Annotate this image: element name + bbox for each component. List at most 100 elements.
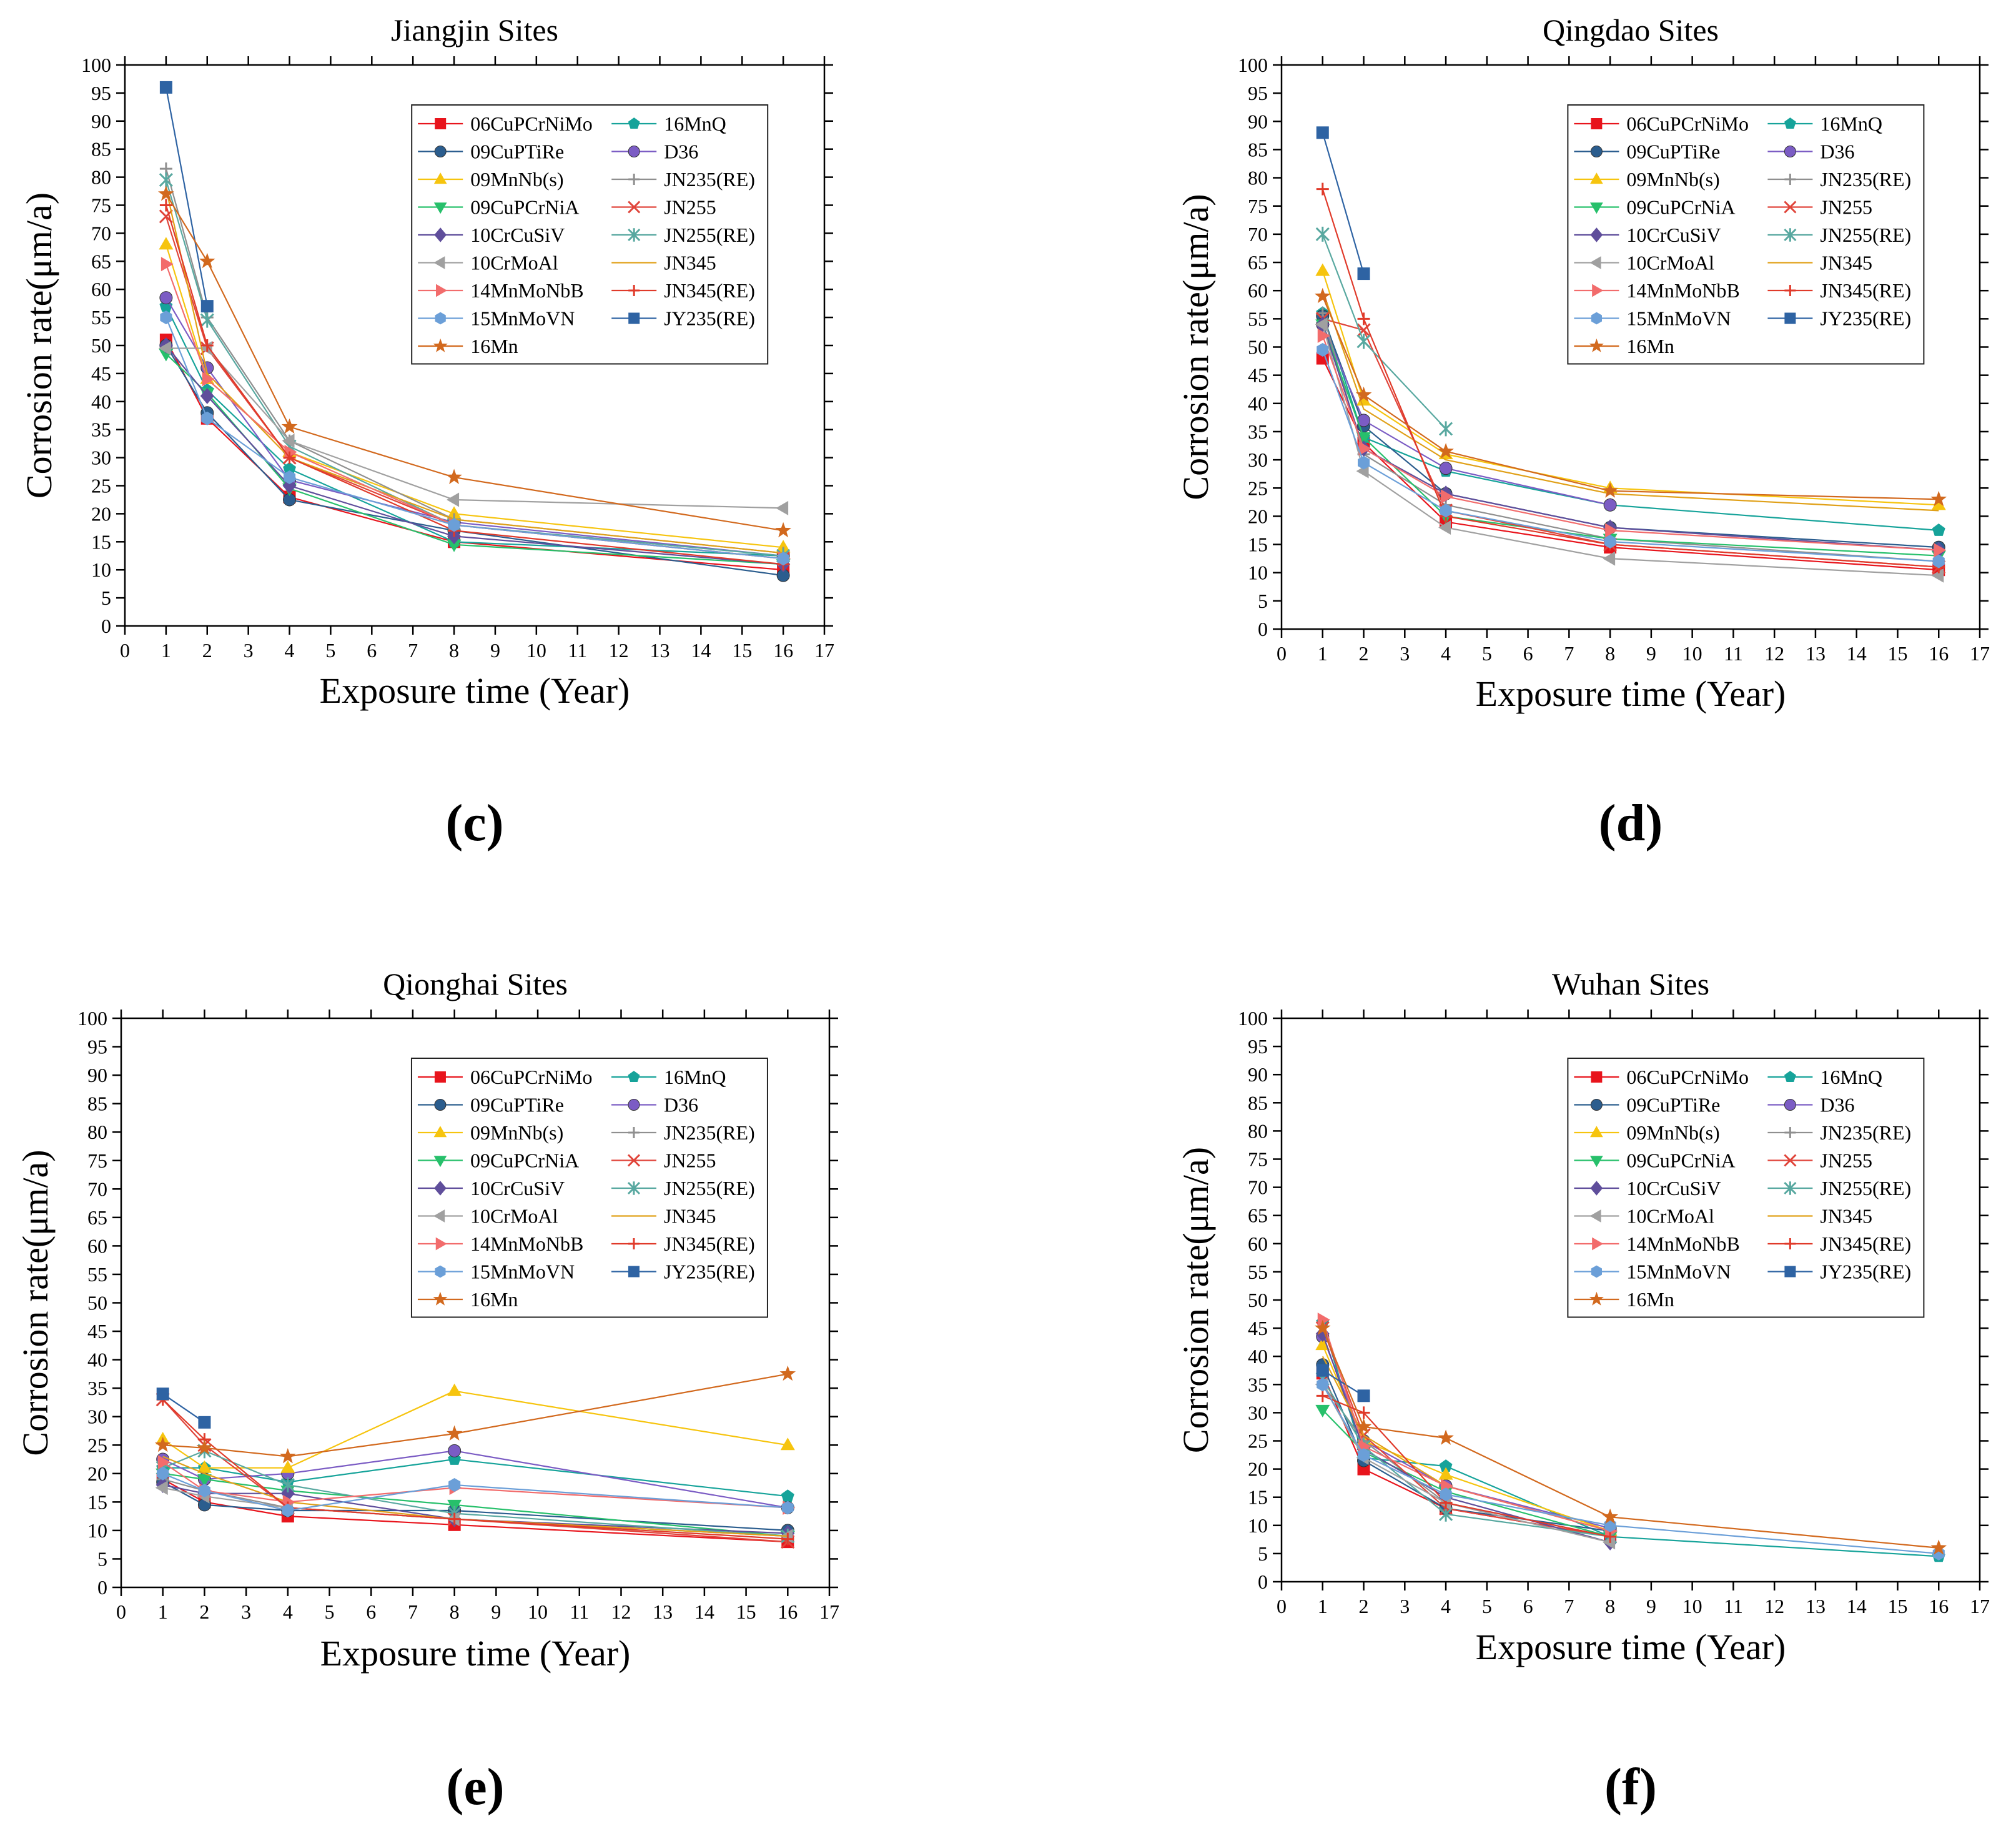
legend-item-jn255: JN255 xyxy=(1767,196,1872,219)
legend-marker xyxy=(628,1099,640,1111)
legend-label: JN235(RE) xyxy=(1820,1121,1911,1144)
legend-label: 09CuPTiRe xyxy=(470,1094,564,1116)
legend-label: 10CrMoAl xyxy=(470,1205,558,1228)
y-tick-label: 15 xyxy=(1248,1486,1268,1509)
legend-label: D36 xyxy=(1820,141,1854,163)
x-tick-label: 11 xyxy=(1724,642,1743,665)
legend-marker xyxy=(1589,256,1601,269)
legend-item-06cupcrnimo: 06CuPCrNiMo xyxy=(1574,1066,1749,1088)
y-tick-label: 90 xyxy=(87,1064,107,1086)
y-tick-label: 40 xyxy=(1248,392,1268,415)
x-tick-label: 12 xyxy=(609,639,629,662)
y-tick-label: 50 xyxy=(1248,1289,1268,1311)
data-point xyxy=(154,1436,171,1452)
x-tick-label: 14 xyxy=(694,1600,714,1623)
data-point xyxy=(447,506,462,519)
series-10crmoal xyxy=(158,340,789,515)
legend-label: 09CuPCrNiA xyxy=(1626,196,1735,219)
x-tick-label: 17 xyxy=(1970,1595,1990,1617)
y-tick-label: 30 xyxy=(87,1406,107,1428)
legend-item-16mn: 16Mn xyxy=(1574,335,1674,357)
y-tick-label: 35 xyxy=(1248,420,1268,443)
x-tick-label: 13 xyxy=(650,639,670,662)
legend-marker xyxy=(435,1265,446,1278)
x-tick-label: 13 xyxy=(1806,642,1826,665)
legend-item-09mnnb-s: 09MnNb(s) xyxy=(418,168,564,191)
panel-letter: (f) xyxy=(1604,1758,1657,1816)
y-tick-label: 20 xyxy=(87,1462,107,1485)
legend-marker xyxy=(1784,146,1796,157)
legend-label: 10CrMoAl xyxy=(1626,1205,1714,1228)
data-point xyxy=(775,522,791,538)
x-tick-label: 6 xyxy=(1523,1595,1533,1617)
y-tick-label: 85 xyxy=(1248,138,1268,161)
legend-marker xyxy=(1784,1266,1796,1278)
legend-item-06cupcrnimo: 06CuPCrNiMo xyxy=(418,112,593,135)
data-point xyxy=(158,186,174,201)
legend-marker xyxy=(628,146,640,157)
y-tick-label: 40 xyxy=(1248,1345,1268,1367)
x-tick-label: 9 xyxy=(491,1600,501,1623)
x-tick-label: 12 xyxy=(1764,642,1784,665)
legend: 06CuPCrNiMo 16MnQ 09CuPTiRe D36 09MnNb(s) JN2… xyxy=(410,1058,768,1318)
y-axis-label: Corrosion rate(μm/a) xyxy=(19,192,59,499)
legend-item-06cupcrnimo: 06CuPCrNiMo xyxy=(417,1066,593,1088)
series-15mnmovn xyxy=(157,1466,794,1517)
x-tick-label: 9 xyxy=(1646,1595,1656,1617)
data-point xyxy=(157,1466,169,1481)
x-tick-label: 15 xyxy=(732,639,752,662)
legend-marker xyxy=(627,1181,641,1195)
x-tick-label: 7 xyxy=(1564,642,1574,665)
data-point xyxy=(1314,1319,1331,1335)
legend-marker xyxy=(1590,1126,1603,1138)
legend-item-16mnq: 16MnQ xyxy=(1767,1066,1882,1088)
y-tick-label: 15 xyxy=(87,1491,107,1513)
legend-label: JN345 xyxy=(1820,1205,1872,1228)
legend-marker xyxy=(628,285,640,296)
data-point xyxy=(200,300,214,313)
x-tick-label: 4 xyxy=(1441,1595,1451,1617)
legend-marker xyxy=(628,312,640,324)
series-jn345 xyxy=(1322,290,1939,512)
data-point xyxy=(280,1448,296,1464)
x-tick-label: 15 xyxy=(1887,642,1907,665)
legend-label: 10CrCuSiV xyxy=(470,1177,565,1199)
data-point xyxy=(1604,1530,1617,1543)
y-tick-label: 80 xyxy=(91,166,111,189)
series-10crmoal xyxy=(1315,317,1944,583)
legend-marker xyxy=(1589,338,1604,352)
data-point xyxy=(447,492,460,507)
x-tick-label: 2 xyxy=(199,1600,209,1623)
y-tick-label: 10 xyxy=(1248,562,1268,584)
data-point xyxy=(1358,441,1371,456)
x-tick-label: 8 xyxy=(1605,642,1615,665)
legend-item-09cuptire: 09CuPTiRe xyxy=(1574,1094,1720,1116)
legend-marker xyxy=(628,228,641,242)
legend-marker xyxy=(1591,1071,1603,1083)
data-point xyxy=(1317,328,1330,343)
data-point xyxy=(1603,1535,1616,1550)
data-point xyxy=(1438,421,1453,437)
data-point xyxy=(1438,520,1451,535)
y-axis-label: Corrosion rate(μm/a) xyxy=(1175,194,1216,500)
x-tick-label: 14 xyxy=(691,639,711,662)
legend-item-jn345-re: JN345(RE) xyxy=(1767,279,1911,302)
data-point xyxy=(161,257,174,272)
x-tick-label: 11 xyxy=(570,1600,589,1623)
data-point xyxy=(447,1383,462,1396)
data-point xyxy=(1357,267,1370,280)
data-point xyxy=(1440,504,1452,518)
y-tick-label: 40 xyxy=(91,390,111,413)
data-point xyxy=(283,451,296,464)
y-tick-label: 25 xyxy=(87,1434,107,1456)
y-tick-label: 20 xyxy=(1248,1458,1268,1481)
legend-marker xyxy=(628,1071,640,1082)
legend-item-16mnq: 16MnQ xyxy=(611,1066,726,1088)
data-point xyxy=(1315,226,1330,242)
series-jy235-re xyxy=(1316,1364,1370,1402)
legend-label: JN255(RE) xyxy=(664,224,755,246)
x-tick-label: 0 xyxy=(116,1600,126,1623)
legend-marker xyxy=(628,117,640,129)
data-point xyxy=(448,1478,461,1492)
legend-item-16mn: 16Mn xyxy=(418,335,518,357)
